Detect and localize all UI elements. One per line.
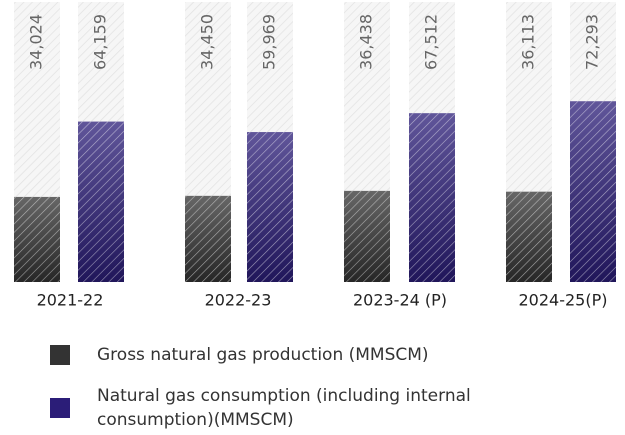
legend-swatch (50, 345, 70, 365)
legend-label: Gross natural gas production (MMSCM) (97, 345, 429, 365)
value-label: 36,113 (519, 14, 538, 70)
value-label: 34,450 (198, 14, 217, 70)
bar-hatch (185, 195, 231, 282)
x-tick-label: 2022-23 (205, 291, 272, 310)
bar-hatch (247, 132, 293, 282)
x-tick-label: 2021-22 (37, 291, 104, 310)
legend-item: Gross natural gas production (MMSCM) (50, 343, 570, 367)
chart: 2021-22 34,024 64,159 2022-23 34,450 59,969 20… (14, 2, 616, 310)
value-label: 72,293 (583, 14, 602, 70)
legend-item: Natural gas consumption (including inter… (50, 384, 570, 432)
x-tick-label: 2024-25(P) (519, 291, 608, 310)
bar-hatch (14, 196, 60, 282)
legend-swatch (50, 398, 70, 418)
value-label: 34,024 (27, 14, 46, 70)
bar-hatch (409, 113, 455, 282)
value-label: 67,512 (422, 14, 441, 70)
legend-label: Natural gas consumption (including inter… (97, 386, 471, 430)
value-label: 36,438 (357, 14, 376, 70)
value-label: 64,159 (91, 14, 110, 70)
bar-hatch (570, 101, 616, 282)
bar-hatch (506, 191, 552, 282)
value-label: 59,969 (260, 14, 279, 70)
bar-hatch (344, 190, 390, 282)
x-tick-label: 2023-24 (P) (353, 291, 447, 310)
bar-hatch (78, 121, 124, 282)
